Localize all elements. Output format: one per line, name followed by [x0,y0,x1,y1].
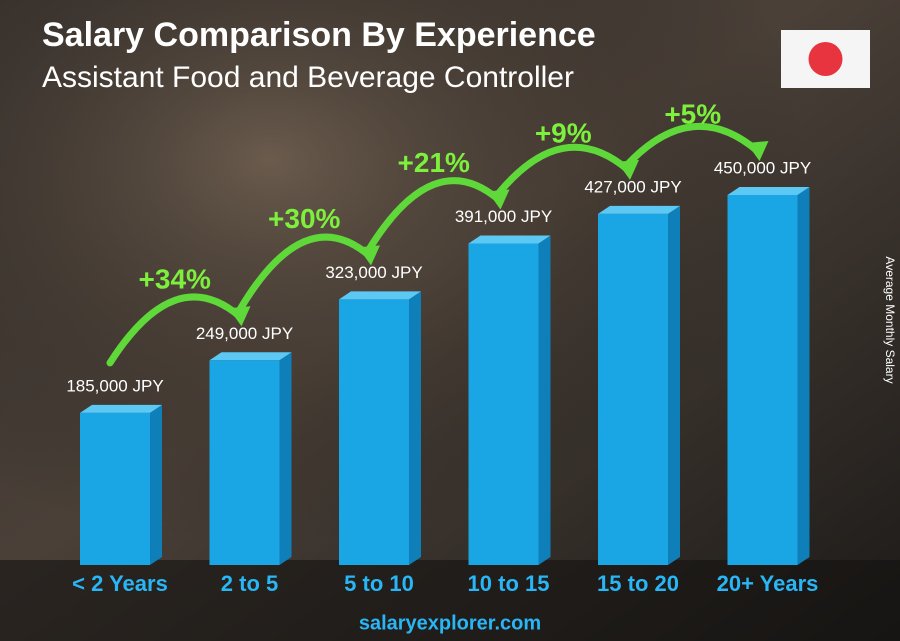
y-axis-label: Average Monthly Salary [883,256,897,383]
bar-side [797,187,810,565]
value-label: 391,000 JPY [455,207,552,226]
x-tick-label: 20+ Years [717,571,819,596]
x-tick-label: < 2 Years [72,571,168,596]
bar-side [279,352,292,565]
bar-side [538,235,551,565]
bar [468,243,539,565]
change-arrowhead [617,159,639,180]
change-arrowhead [746,141,769,161]
floor-shade [0,560,900,641]
change-label: +9% [535,117,592,148]
bar-side [150,404,162,565]
value-label: 249,000 JPY [196,324,293,343]
bar-side [409,291,421,565]
bar [727,195,798,565]
source: salaryexplorer.com [359,612,541,634]
change-arrow [106,293,243,367]
change-label: +34% [139,264,211,295]
bar-top [209,352,292,361]
change-arrow [365,177,502,253]
change-arrow [624,122,761,168]
change-arrowhead [487,189,510,210]
change-arrow [236,233,373,314]
value-label: 427,000 JPY [584,177,681,196]
flag-sun [808,42,843,76]
chart-title: Salary Comparison By Experience [42,16,596,54]
change-label: +5% [664,98,721,129]
x-tick-label: 10 to 15 [468,571,550,596]
change-label: +21% [398,147,470,178]
x-tick-label: 15 to 20 [597,571,679,596]
chart-subtitle: Assistant Food and Beverage Controller [42,61,574,94]
bar-top [80,404,162,413]
bar-side [668,205,680,565]
bar-top [339,291,421,300]
bar [80,412,150,565]
x-tick-label: 2 to 5 [221,571,278,596]
bar-top [598,205,680,214]
x-tick-label: 5 to 10 [344,571,414,596]
change-arrowhead [228,306,251,327]
bar-top [727,187,810,195]
bar-top [468,235,551,244]
change-label: +30% [268,203,340,234]
value-label: 323,000 JPY [325,263,422,282]
value-label: 185,000 JPY [66,376,163,395]
bar [209,360,280,565]
change-arrowhead [358,245,380,266]
bar [339,299,409,565]
value-label: 450,000 JPY [714,158,811,177]
flag [781,30,870,88]
bar [598,213,668,565]
change-arrow [495,143,632,198]
